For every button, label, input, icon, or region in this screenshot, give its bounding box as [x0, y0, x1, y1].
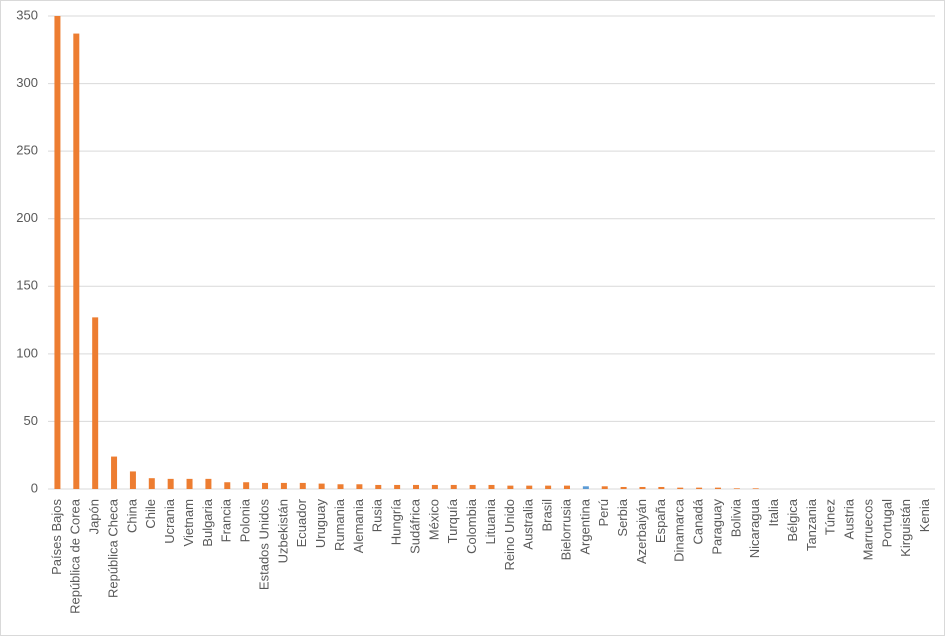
x-tick-label: Sudáfrica	[407, 498, 422, 554]
bar	[658, 486, 665, 489]
bar	[73, 33, 80, 489]
x-tick-label: Kenia	[917, 498, 932, 532]
bar	[526, 485, 533, 489]
x-tick-label: Bélgica	[785, 498, 800, 541]
bar	[639, 486, 646, 489]
x-tick-label: Serbia	[615, 498, 630, 536]
y-tick-label: 350	[16, 7, 38, 22]
bar	[507, 485, 514, 489]
bar	[356, 484, 363, 489]
x-tick-label: Tanzania	[804, 498, 819, 551]
x-tick-label: Uruguay	[313, 499, 328, 549]
x-tick-label: Japón	[87, 499, 102, 534]
x-tick-label: Italia	[766, 498, 781, 526]
y-tick-label: 150	[16, 278, 38, 293]
bar	[696, 487, 703, 489]
x-tick-label: República Checa	[105, 498, 120, 598]
x-tick-label: Nicaragua	[747, 498, 762, 558]
x-tick-label: Rumania	[332, 498, 347, 551]
bar	[92, 317, 99, 489]
bar	[733, 488, 740, 489]
x-tick-label: Rusia	[370, 498, 385, 532]
x-tick-label: Reino Unido	[502, 499, 517, 571]
bar	[714, 487, 721, 489]
bar	[148, 478, 155, 489]
x-tick-label: Bolivia	[728, 498, 743, 537]
bar	[431, 484, 438, 489]
bar	[337, 484, 344, 489]
x-tick-label: España	[653, 498, 668, 543]
x-tick-label: Países Bajos	[49, 499, 64, 575]
bar	[563, 485, 570, 489]
x-tick-label: Polonia	[238, 498, 253, 542]
y-tick-label: 300	[16, 75, 38, 90]
x-tick-label: Vietnam	[181, 499, 196, 546]
x-tick-label: Bielorrusia	[558, 498, 573, 560]
x-tick-label: Lituania	[483, 498, 498, 544]
bar	[224, 482, 231, 489]
x-tick-label: Azerbaiyán	[634, 499, 649, 564]
bar	[299, 482, 306, 489]
x-tick-label: Australia	[521, 498, 536, 549]
x-tick-label: Kirguistán	[898, 499, 913, 557]
bar	[394, 484, 401, 489]
x-tick-label: México	[426, 499, 441, 540]
x-tick-label: Estados Unidos	[256, 499, 271, 591]
bar	[582, 486, 589, 489]
bar	[111, 456, 118, 489]
bar	[167, 478, 174, 489]
bar	[545, 485, 552, 489]
x-tick-label: Portugal	[879, 499, 894, 548]
x-tick-label: Ucrania	[162, 498, 177, 544]
y-tick-label: 50	[24, 413, 38, 428]
bar	[205, 478, 212, 489]
bar	[450, 484, 457, 489]
bar	[186, 478, 193, 489]
x-tick-label: Hungría	[389, 498, 404, 545]
y-tick-label: 200	[16, 210, 38, 225]
x-tick-label: Colombia	[464, 498, 479, 554]
bar	[318, 483, 325, 489]
x-tick-label: Marruecos	[860, 499, 875, 561]
x-tick-label: Túnez	[823, 499, 838, 535]
bar	[375, 484, 382, 489]
y-tick-label: 100	[16, 345, 38, 360]
x-tick-label: Bulgaria	[200, 498, 215, 546]
x-tick-label: Chile	[143, 499, 158, 529]
x-tick-label: Canadá	[691, 498, 706, 544]
bar	[262, 482, 269, 489]
x-tick-label: Paraguay	[709, 499, 724, 555]
x-tick-label: China	[124, 498, 139, 533]
bar	[54, 16, 61, 489]
bar	[601, 486, 608, 489]
x-tick-label: Brasil	[540, 499, 555, 532]
x-tick-label: Turquía	[445, 498, 460, 543]
bar	[469, 484, 476, 489]
x-tick-label: Uzbekistán	[275, 499, 290, 563]
y-tick-label: 250	[16, 143, 38, 158]
bar	[413, 484, 420, 489]
y-tick-label: 0	[31, 480, 38, 495]
x-tick-label: Ecuador	[294, 498, 309, 547]
x-tick-label: Alemania	[351, 498, 366, 553]
bar	[752, 488, 759, 489]
bar	[129, 471, 136, 489]
x-tick-label: Argentina	[577, 498, 592, 554]
x-tick-label: Perú	[596, 499, 611, 526]
bar	[620, 486, 627, 489]
bar	[280, 482, 287, 489]
bar	[488, 484, 495, 489]
x-tick-label: República de Corea	[68, 498, 83, 614]
bar	[243, 482, 250, 489]
x-tick-label: Francia	[219, 498, 234, 542]
x-tick-label: Dinamarca	[672, 498, 687, 562]
x-tick-label: Austria	[842, 498, 857, 539]
bar	[677, 487, 684, 489]
